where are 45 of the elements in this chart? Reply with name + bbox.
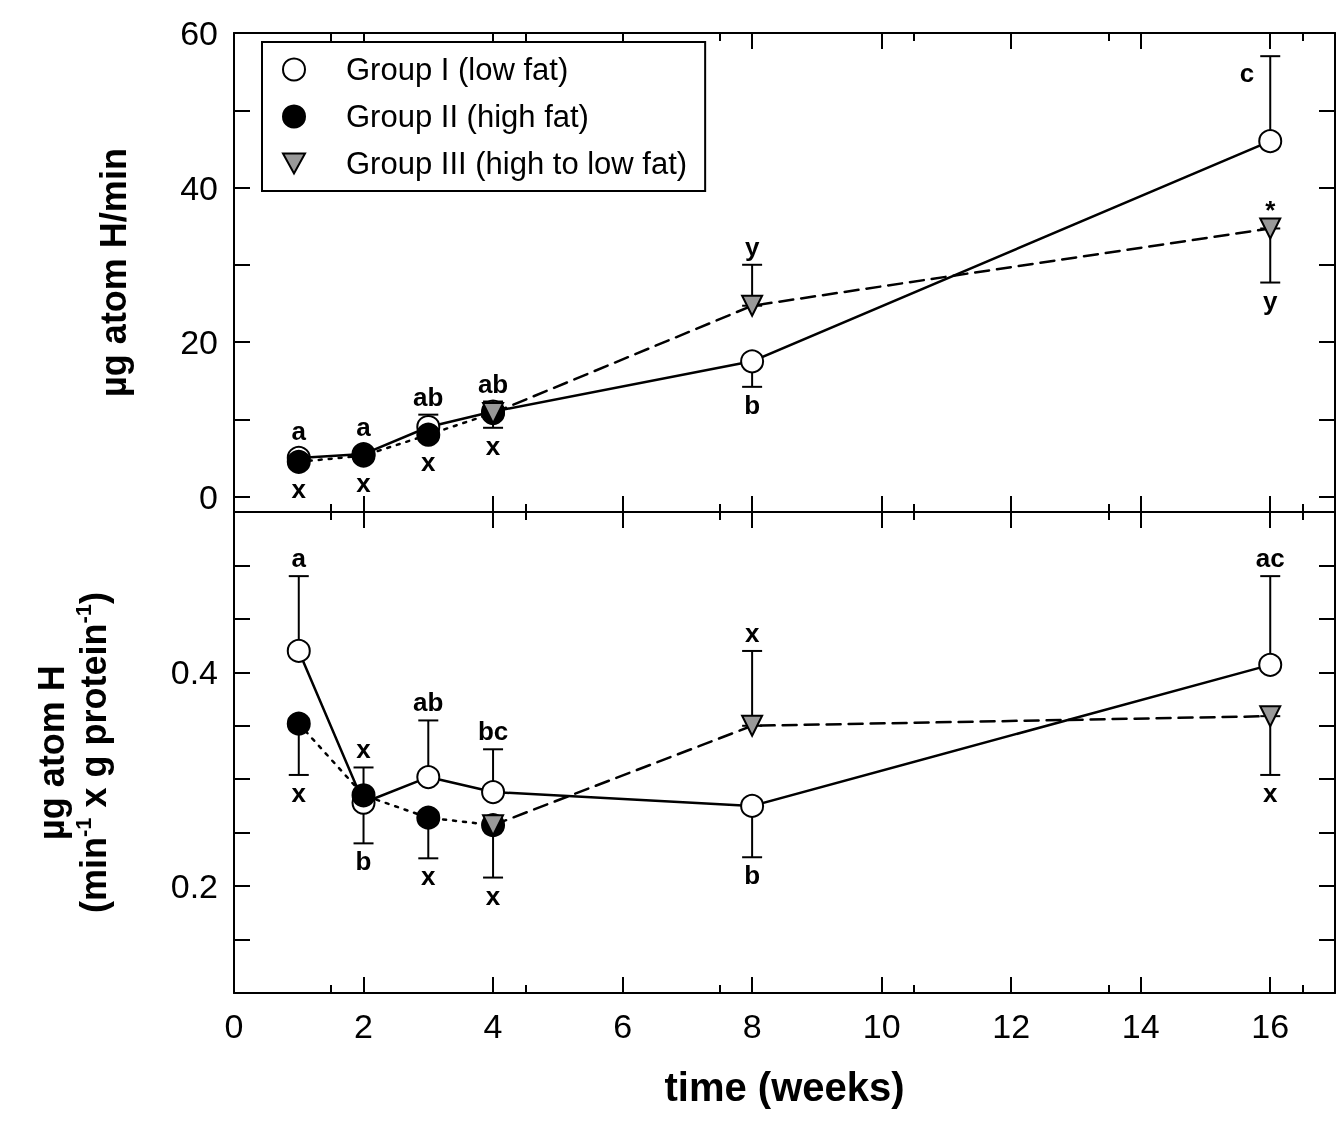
annotation: x <box>421 861 437 892</box>
annotation: y <box>744 231 760 262</box>
y-axis-title: µg atom H/min <box>92 148 134 397</box>
annotation: a <box>291 415 307 446</box>
annotation: c <box>1239 58 1255 89</box>
legend-label: Group II (high fat) <box>346 99 589 134</box>
legend-label: Group I (low fat) <box>346 52 569 87</box>
x-tick-label: 2 <box>354 1007 373 1045</box>
annotation: x <box>744 617 760 648</box>
annotation: x <box>485 880 501 911</box>
x-tick-label: 12 <box>992 1007 1031 1045</box>
annotation: ac <box>1255 543 1285 574</box>
x-tick-label: 16 <box>1251 1007 1290 1045</box>
x-tick-label: 6 <box>613 1007 633 1045</box>
x-tick-label: 4 <box>483 1007 503 1045</box>
annotation: b <box>744 860 761 891</box>
annotation: x <box>421 446 437 477</box>
annotation: x <box>1263 777 1278 808</box>
y-tick-label: 0.2 <box>170 867 218 906</box>
annotation: ab <box>413 381 444 412</box>
annotation: b <box>355 846 372 877</box>
y-tick-label: 0.4 <box>170 653 218 692</box>
annotation: ab <box>477 368 509 399</box>
y-tick-label: 20 <box>180 323 218 362</box>
annotation: a <box>291 543 307 574</box>
x-axis-title: time (weeks) <box>664 1065 905 1109</box>
x-tick-label: 0 <box>224 1007 244 1045</box>
x-tick-label: 10 <box>862 1007 901 1045</box>
annotation: a <box>356 412 372 443</box>
annotation: x <box>291 777 307 808</box>
y-tick-label: 0 <box>199 477 218 516</box>
annotation: x <box>291 473 307 504</box>
annotation: x <box>356 467 372 498</box>
annotation: * <box>1265 195 1277 226</box>
x-tick-label: 8 <box>742 1007 762 1045</box>
y-tick-label: 40 <box>180 168 218 207</box>
annotation: y <box>1263 285 1278 316</box>
y-tick-label: 60 <box>180 14 218 52</box>
annotation: x <box>485 430 501 461</box>
annotation: b <box>744 389 761 420</box>
annotation: bc <box>477 716 509 747</box>
annotation: ab <box>413 687 444 718</box>
x-tick-label: 14 <box>1121 1007 1160 1045</box>
legend-label: Group III (high to low fat) <box>346 146 688 181</box>
annotation: x <box>356 734 372 765</box>
